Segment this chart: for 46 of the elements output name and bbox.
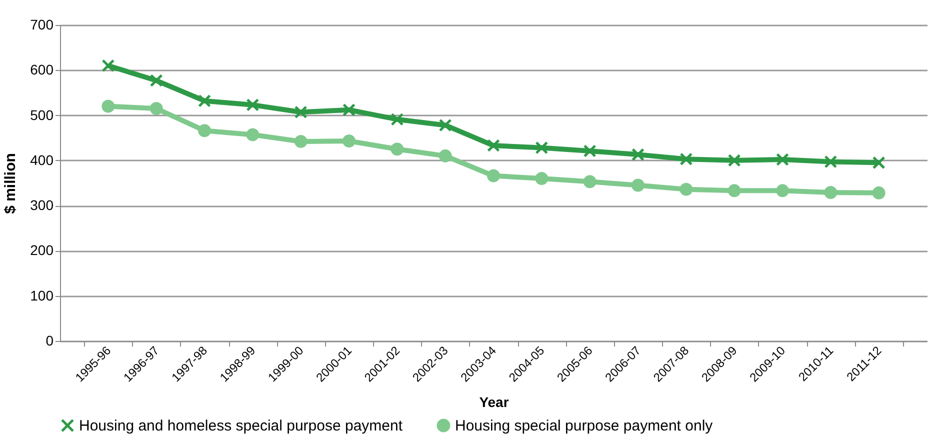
point <box>824 155 838 168</box>
point <box>246 98 260 112</box>
legend-label: Housing special purpose payment only <box>455 418 714 435</box>
point <box>583 175 596 188</box>
point <box>294 134 308 148</box>
point <box>102 59 115 72</box>
point <box>487 139 500 152</box>
point <box>680 152 693 166</box>
point <box>535 172 548 185</box>
y-tick-label: 300 <box>30 197 54 214</box>
point <box>198 94 211 108</box>
point <box>583 144 596 158</box>
point <box>776 184 789 198</box>
point <box>680 182 693 196</box>
point <box>438 149 452 162</box>
point <box>632 148 644 162</box>
y-tick-label: 100 <box>30 287 54 304</box>
y-tick-label: 0 <box>46 332 54 348</box>
y-tick-label: 200 <box>30 242 54 258</box>
point <box>872 156 886 170</box>
point <box>342 134 356 148</box>
point <box>535 141 548 154</box>
point <box>438 118 452 132</box>
point <box>294 106 308 119</box>
point <box>728 184 741 198</box>
y-axis-title: $ million <box>2 153 20 214</box>
point <box>824 186 838 199</box>
point <box>150 102 163 115</box>
point <box>632 178 644 192</box>
point <box>872 186 886 200</box>
x-axis-title: Year <box>479 394 510 410</box>
point <box>776 153 789 166</box>
point <box>390 112 404 126</box>
point <box>102 100 115 113</box>
y-tick-label: 600 <box>30 62 54 78</box>
y-tick-label: 500 <box>30 106 54 123</box>
y-tick-label: 400 <box>30 152 54 168</box>
legend-label: Housing and homeless special purpose payment <box>79 418 404 435</box>
point <box>198 124 211 138</box>
point <box>487 169 500 182</box>
point <box>728 154 741 167</box>
y-tick-label: 700 <box>30 16 54 32</box>
point <box>390 142 404 156</box>
point <box>150 74 163 88</box>
point <box>246 128 260 142</box>
point <box>342 103 356 116</box>
